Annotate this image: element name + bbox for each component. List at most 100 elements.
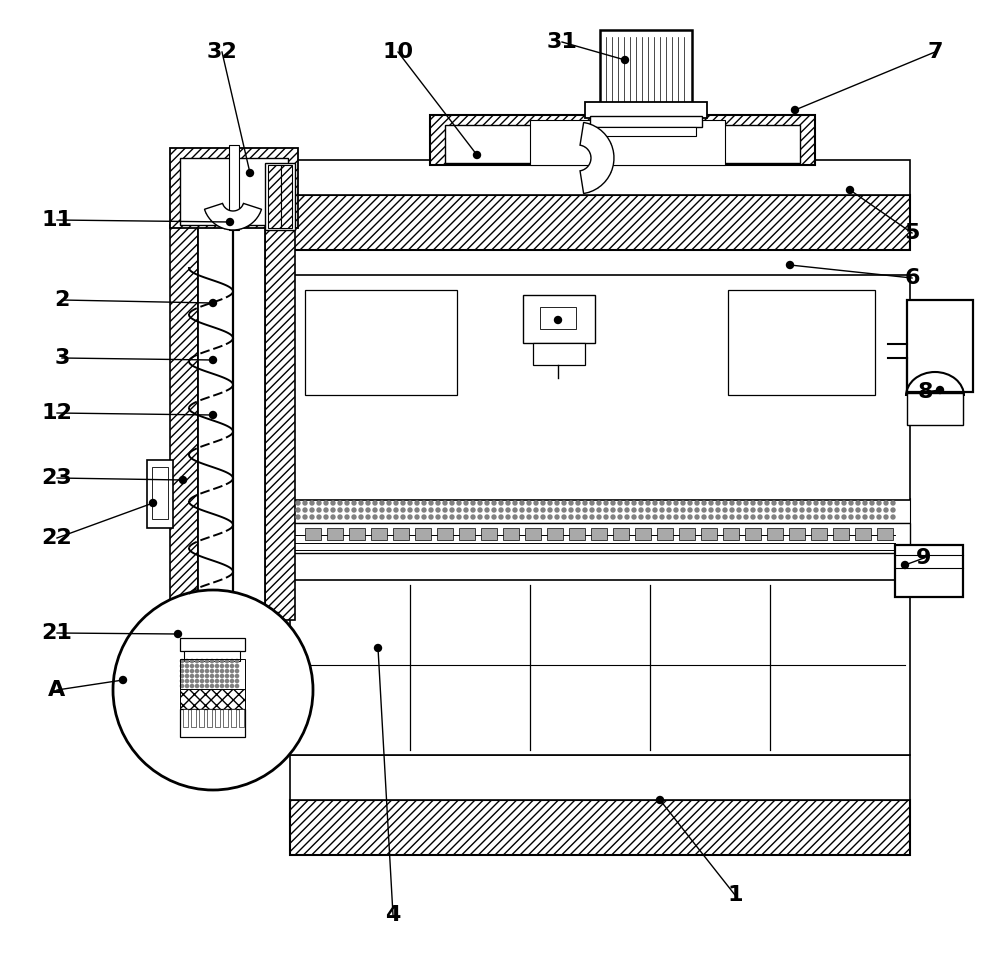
Circle shape	[324, 515, 328, 519]
Circle shape	[548, 501, 552, 505]
Circle shape	[429, 515, 433, 519]
Circle shape	[215, 660, 219, 663]
Circle shape	[534, 508, 538, 512]
Text: 5: 5	[904, 223, 920, 243]
Bar	[591, 528, 607, 540]
Circle shape	[485, 501, 489, 505]
Circle shape	[639, 515, 643, 519]
Circle shape	[541, 515, 545, 519]
Circle shape	[716, 508, 720, 512]
Circle shape	[215, 664, 219, 667]
Circle shape	[527, 508, 531, 512]
Circle shape	[842, 508, 846, 512]
Circle shape	[226, 219, 234, 225]
Circle shape	[793, 508, 797, 512]
Circle shape	[800, 508, 804, 512]
Circle shape	[856, 508, 860, 512]
Bar	[393, 528, 409, 540]
Circle shape	[205, 664, 209, 667]
Bar	[223, 709, 228, 727]
Bar	[229, 145, 239, 230]
Text: 1: 1	[727, 885, 743, 905]
Circle shape	[891, 508, 895, 512]
Circle shape	[849, 515, 853, 519]
Circle shape	[870, 508, 874, 512]
Circle shape	[366, 515, 370, 519]
Circle shape	[225, 685, 229, 688]
Bar	[503, 528, 519, 540]
Bar	[290, 195, 910, 250]
Circle shape	[401, 515, 405, 519]
Circle shape	[195, 669, 199, 672]
Circle shape	[554, 317, 562, 324]
Circle shape	[471, 515, 475, 519]
Bar	[635, 528, 651, 540]
Bar	[265, 225, 295, 620]
Circle shape	[765, 508, 769, 512]
Circle shape	[210, 685, 214, 688]
Circle shape	[744, 508, 748, 512]
Circle shape	[548, 515, 552, 519]
Circle shape	[520, 508, 524, 512]
Circle shape	[499, 515, 503, 519]
Circle shape	[190, 674, 194, 678]
Circle shape	[443, 501, 447, 505]
Circle shape	[681, 508, 685, 512]
Circle shape	[562, 508, 566, 512]
Circle shape	[520, 501, 524, 505]
Circle shape	[450, 515, 454, 519]
Bar	[327, 528, 343, 540]
Circle shape	[765, 515, 769, 519]
Circle shape	[674, 515, 678, 519]
Bar	[180, 158, 288, 225]
Bar	[590, 116, 702, 127]
Bar	[207, 709, 212, 727]
Circle shape	[656, 796, 664, 803]
Circle shape	[492, 501, 496, 505]
Circle shape	[793, 515, 797, 519]
Text: A: A	[48, 680, 66, 700]
Circle shape	[660, 501, 664, 505]
Text: 22: 22	[42, 528, 72, 548]
Circle shape	[180, 477, 186, 483]
Circle shape	[185, 660, 189, 663]
Circle shape	[758, 515, 762, 519]
Circle shape	[891, 515, 895, 519]
Bar	[349, 528, 365, 540]
Circle shape	[597, 508, 601, 512]
Bar	[596, 127, 696, 136]
Circle shape	[225, 669, 229, 672]
Circle shape	[828, 508, 832, 512]
Circle shape	[485, 515, 489, 519]
Circle shape	[436, 501, 440, 505]
Circle shape	[653, 515, 657, 519]
Circle shape	[200, 669, 204, 672]
Bar	[437, 528, 453, 540]
Circle shape	[205, 660, 209, 663]
Circle shape	[373, 508, 377, 512]
Text: 8: 8	[917, 382, 933, 402]
Bar	[657, 528, 673, 540]
Bar	[180, 659, 245, 689]
Circle shape	[884, 501, 888, 505]
Bar	[180, 689, 245, 709]
Text: 31: 31	[547, 32, 577, 52]
Circle shape	[471, 501, 475, 505]
Circle shape	[457, 515, 461, 519]
Circle shape	[506, 515, 510, 519]
Circle shape	[373, 501, 377, 505]
Circle shape	[786, 508, 790, 512]
Text: 4: 4	[385, 905, 401, 925]
Bar	[525, 528, 541, 540]
Circle shape	[436, 508, 440, 512]
Circle shape	[709, 515, 713, 519]
Circle shape	[499, 501, 503, 505]
Circle shape	[408, 508, 412, 512]
Bar	[290, 755, 910, 800]
Circle shape	[737, 508, 741, 512]
Bar	[613, 528, 629, 540]
Circle shape	[583, 515, 587, 519]
Circle shape	[478, 508, 482, 512]
Circle shape	[772, 515, 776, 519]
Circle shape	[562, 515, 566, 519]
